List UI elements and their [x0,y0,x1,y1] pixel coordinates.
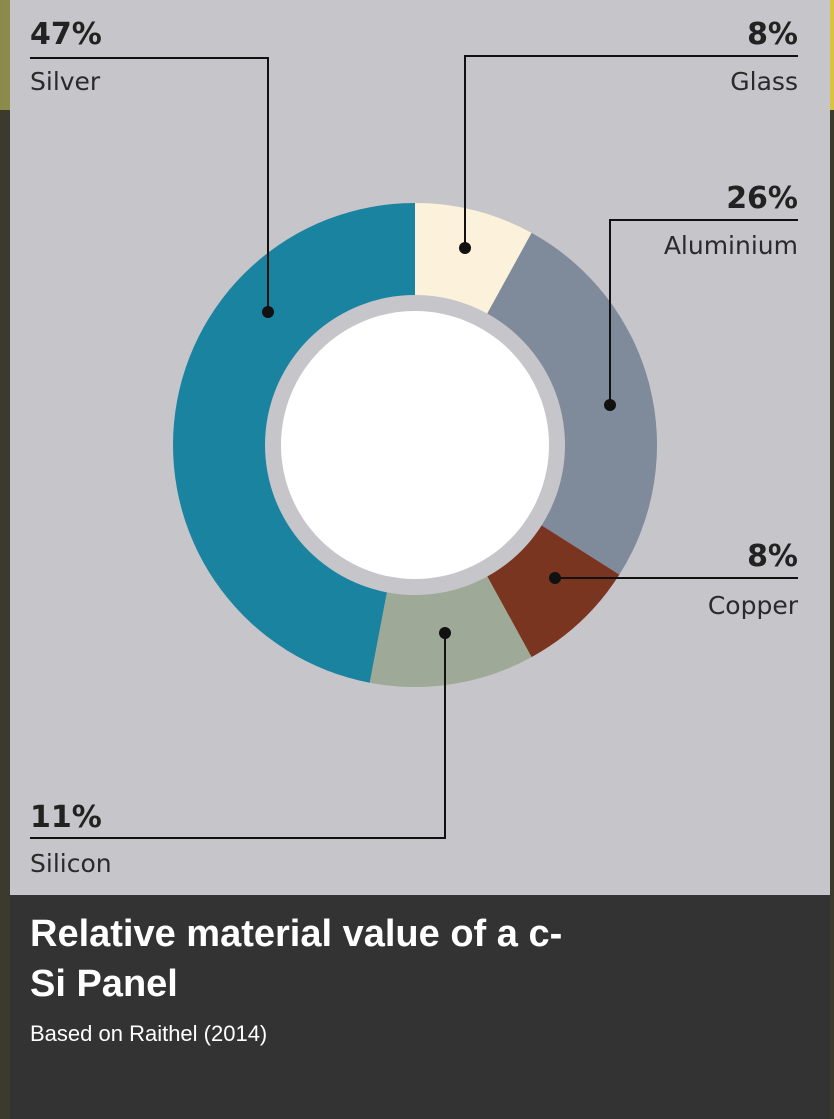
donut-slice [487,232,657,575]
leader-dot [604,399,616,411]
leader-line [30,57,269,312]
value-label: 8% [747,17,798,52]
leader-dot [439,627,451,639]
leader-line [464,55,798,248]
leader-line [609,219,798,405]
value-label: 8% [747,539,798,574]
value-label: 47% [30,17,102,52]
caption-box: Relative material value of a c-Si Panel … [10,895,830,1119]
category-label: Silver [30,67,101,96]
category-label: Glass [730,67,798,96]
chart-subtitle: Based on Raithel (2014) [30,1021,268,1046]
category-label: Aluminium [664,231,798,260]
leader-dot [549,572,561,584]
leader-dot [459,242,471,254]
value-label: 26% [726,181,798,216]
donut-hole [281,311,549,579]
leader-dot [262,306,274,318]
donut-slice [173,203,415,683]
chart: 8% Glass 26% Aluminium 8% Copper 11% Silicon 47%… [30,17,799,878]
leader-line [30,633,446,839]
chart-title: Relative material value of a c-Si Panel [30,913,563,1005]
donut-slice [415,203,532,314]
category-label: Copper [708,591,799,620]
value-label: 11% [30,800,102,835]
category-label: Silicon [30,849,112,878]
donut-slice [487,525,620,658]
